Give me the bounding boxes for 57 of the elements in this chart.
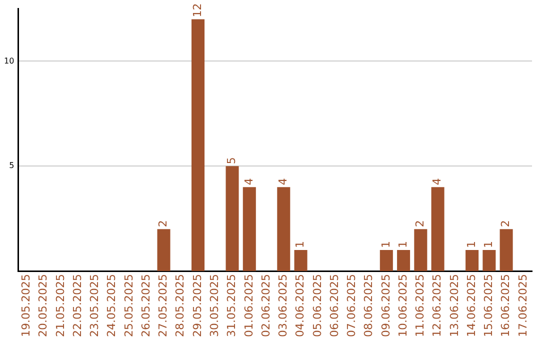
x-tick-label: 09.06.2025 <box>379 274 392 338</box>
x-tick-label: 04.06.2025 <box>294 274 307 338</box>
x-tick-label: 28.05.2025 <box>174 274 187 338</box>
x-tick-label: 01.06.2025 <box>242 274 256 338</box>
x-tick-label: 23.05.2025 <box>88 274 102 338</box>
x-tick-label: 25.05.2025 <box>122 274 136 338</box>
x-tick-label: 22.05.2025 <box>70 274 84 338</box>
x-tick-label: 19.05.2025 <box>20 274 33 338</box>
x-tick-label: 24.05.2025 <box>105 274 118 338</box>
x-tick-label: 03.06.2025 <box>276 274 290 338</box>
data-label: 1 <box>464 241 478 248</box>
data-label: 1 <box>396 241 410 248</box>
bar <box>466 250 479 272</box>
data-label: 4 <box>242 178 256 186</box>
x-tick-label: 30.05.2025 <box>208 274 222 338</box>
x-tick-label: 14.06.2025 <box>464 274 478 338</box>
x-tick-label: 26.05.2025 <box>139 274 152 338</box>
x-tick-label: 31.05.2025 <box>225 274 238 338</box>
data-label: 2 <box>156 220 170 228</box>
x-tick-label: 27.05.2025 <box>156 274 170 338</box>
bar <box>226 166 239 272</box>
data-label: 4 <box>276 178 290 186</box>
bar <box>431 187 444 272</box>
x-tick-label: 07.06.2025 <box>345 274 358 338</box>
x-tick-label: 20.05.2025 <box>36 274 50 338</box>
x-tick-label: 15.06.2025 <box>482 274 496 338</box>
data-label: 12 <box>190 3 204 18</box>
y-tick-label: 10 <box>4 56 14 66</box>
data-label: 1 <box>379 241 392 248</box>
x-tick-label: 17.06.2025 <box>516 274 530 338</box>
bar <box>277 187 290 272</box>
x-tick-label: 13.06.2025 <box>448 274 461 338</box>
bar <box>242 187 256 272</box>
bar <box>397 250 410 272</box>
x-tick-label: 29.05.2025 <box>190 274 204 338</box>
bar <box>380 250 393 272</box>
data-label: 4 <box>430 178 444 186</box>
x-tick-label: 08.06.2025 <box>362 274 376 338</box>
x-tick-label: 16.06.2025 <box>499 274 512 338</box>
data-label: 5 <box>225 157 238 164</box>
x-tick-label: 06.06.2025 <box>328 274 341 338</box>
x-tick-label: 12.06.2025 <box>430 274 444 338</box>
data-label: 1 <box>294 241 307 248</box>
x-tick-label: 02.06.2025 <box>259 274 272 338</box>
bar <box>500 229 513 272</box>
x-tick-label: 11.06.2025 <box>414 274 427 338</box>
data-label: 1 <box>482 241 496 248</box>
data-label: 2 <box>499 220 512 228</box>
x-tick-label: 10.06.2025 <box>396 274 410 338</box>
bar <box>192 19 205 272</box>
x-tick-label: 05.06.2025 <box>310 274 324 338</box>
bar <box>157 229 170 272</box>
x-tick-label: 21.05.2025 <box>54 274 67 338</box>
data-label: 2 <box>414 220 427 228</box>
bar <box>294 250 308 272</box>
bar <box>482 250 496 272</box>
bar <box>414 229 428 272</box>
